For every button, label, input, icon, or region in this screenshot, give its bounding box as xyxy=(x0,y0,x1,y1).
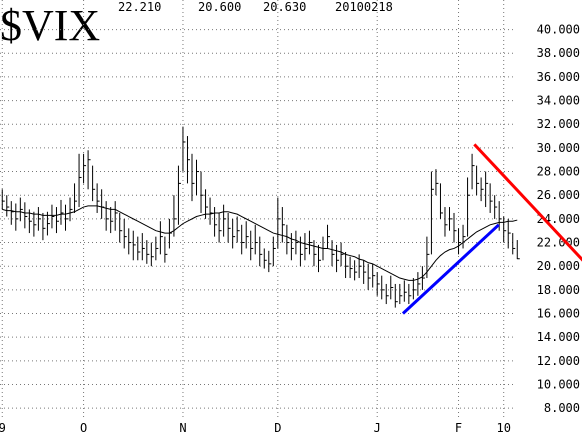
y-tick-label: 22.000 xyxy=(537,236,580,250)
y-tick-label: 14.000 xyxy=(537,330,580,344)
chart-title: $VIX xyxy=(0,1,100,50)
y-tick-label: 28.000 xyxy=(537,165,580,179)
x-tick-label: 9 xyxy=(0,421,6,435)
trendline xyxy=(473,143,582,262)
x-tick-label: D xyxy=(274,421,281,435)
y-tick-label: 30.000 xyxy=(537,141,580,155)
y-tick-label: 18.000 xyxy=(537,283,580,297)
header-date: 20100218 xyxy=(335,0,393,14)
y-tick-label: 20.000 xyxy=(537,259,580,273)
header-value: 22.210 xyxy=(118,0,161,14)
y-tick-label: 8.000 xyxy=(544,401,580,415)
x-tick-label: 10 xyxy=(496,421,510,435)
moving-average xyxy=(2,205,518,281)
trendline xyxy=(401,223,500,315)
y-tick-label: 34.000 xyxy=(537,94,580,108)
y-tick-label: 16.000 xyxy=(537,307,580,321)
header-value: 20.630 xyxy=(263,0,306,14)
y-tick-label: 40.000 xyxy=(537,23,580,37)
header-value: 20.600 xyxy=(198,0,241,14)
y-tick-label: 38.000 xyxy=(537,46,580,60)
y-tick-label: 36.000 xyxy=(537,70,580,84)
y-tick-label: 32.000 xyxy=(537,117,580,131)
y-tick-label: 10.000 xyxy=(537,378,580,392)
y-tick-label: 12.000 xyxy=(537,354,580,368)
x-tick-label: N xyxy=(179,421,186,435)
x-tick-label: O xyxy=(80,421,87,435)
y-tick-label: 26.000 xyxy=(537,188,580,202)
x-tick-label: J xyxy=(374,421,381,435)
x-tick-label: F xyxy=(455,421,462,435)
